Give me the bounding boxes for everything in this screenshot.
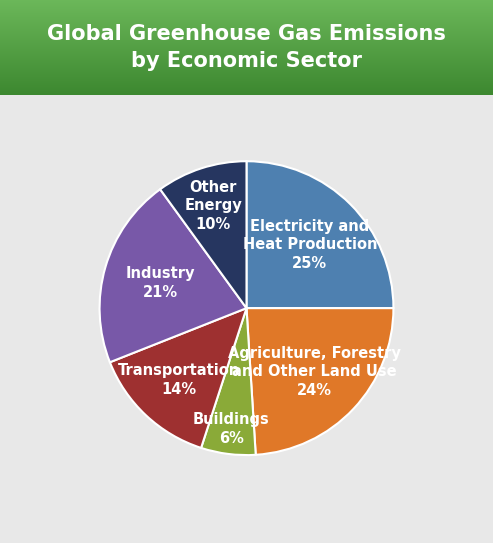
Wedge shape <box>160 161 246 308</box>
Text: Industry
21%: Industry 21% <box>126 267 195 300</box>
Text: Electricity and
Heat Production
25%: Electricity and Heat Production 25% <box>243 219 377 271</box>
Text: Other
Energy
10%: Other Energy 10% <box>184 180 242 232</box>
Text: Agriculture, Forestry
and Other Land Use
24%: Agriculture, Forestry and Other Land Use… <box>228 346 401 398</box>
Text: Global Greenhouse Gas Emissions
by Economic Sector: Global Greenhouse Gas Emissions by Econo… <box>47 24 446 71</box>
Wedge shape <box>246 161 393 308</box>
Wedge shape <box>246 308 393 455</box>
Wedge shape <box>110 308 246 448</box>
Wedge shape <box>201 308 256 455</box>
Text: Buildings
6%: Buildings 6% <box>193 412 270 446</box>
Text: Transportation
14%: Transportation 14% <box>118 363 240 397</box>
Wedge shape <box>100 190 246 362</box>
